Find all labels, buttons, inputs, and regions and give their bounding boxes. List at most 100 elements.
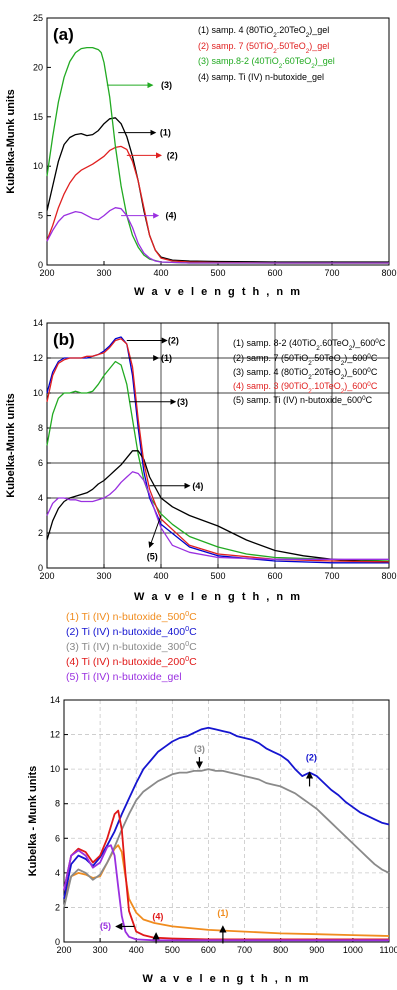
series-line-5: [63, 844, 389, 942]
y-tick-label: 12: [50, 730, 60, 740]
annotation-label-2: (2): [168, 336, 179, 346]
x-tick-label: 500: [210, 571, 225, 581]
panel-label: (a): [53, 25, 74, 44]
x-axis-label: W a v e l e n g t h , n m: [134, 591, 302, 603]
x-tick-label: 1000: [343, 945, 363, 955]
annotation-label-2: (2): [167, 150, 178, 160]
y-tick-label: 0: [55, 937, 60, 947]
annotation-arrow: [148, 515, 162, 548]
legend-entry-3: (3) samp.8-2 (40TiO2.60TeO2)_gel: [198, 56, 335, 70]
plot-frame: [63, 699, 390, 943]
annotation-label-2: (2): [306, 753, 317, 763]
y-tick-label: 25: [33, 13, 43, 23]
legend-entry-3: (3) Ti (IV) n-butoxide_3000C: [66, 639, 197, 654]
legend-entry-2: (2) samp. 7 (50TiO2.50TeO2)_gel: [198, 41, 329, 55]
y-tick-label: 12: [33, 353, 43, 363]
series-line-1: [46, 117, 389, 263]
x-tick-label: 200: [39, 571, 54, 581]
annotation-label-5: (5): [100, 921, 111, 931]
x-tick-label: 600: [267, 571, 282, 581]
x-tick-label: 800: [273, 945, 288, 955]
y-tick-label: 6: [55, 833, 60, 843]
series-line-4: [63, 809, 389, 941]
chart-panel-3: 200 300 400 500 600 700 800 900 1000 1100 0 2 4 6 8 10 1…: [27, 695, 397, 985]
legend-entry-2: (2) Ti (IV) n-butoxide_4000C: [66, 624, 197, 639]
panel-label: (b): [53, 330, 75, 349]
annotation-label-3: (3): [161, 80, 172, 90]
legend-entry-3: (3) samp. 4 (80TiO2.20TeO2)_6000C: [233, 367, 378, 381]
series-line-3: [46, 450, 390, 563]
y-tick-label: 8: [55, 799, 60, 809]
series-line-2: [63, 726, 390, 899]
annotation-label-1: (1): [217, 908, 228, 918]
x-tick-label: 600: [201, 945, 216, 955]
x-tick-label: 200: [39, 268, 54, 278]
x-axis-label: W a v e l e n g t h , n m: [143, 973, 311, 985]
x-tick-label: 300: [93, 945, 108, 955]
x-tick-label: 300: [96, 268, 111, 278]
y-tick-label: 14: [50, 695, 60, 705]
series-line-4: [46, 207, 389, 264]
x-tick-label: 400: [129, 945, 144, 955]
legend-entry-5: (5) Ti (IV) n-butoxide_gel: [66, 671, 182, 683]
legend-entry-1: (1) Ti (IV) n-butoxide_5000C: [66, 609, 197, 624]
x-tick-label: 600: [267, 268, 282, 278]
y-tick-label: 15: [33, 112, 43, 122]
annotation-label-5: (5): [147, 551, 158, 561]
series-line-2: [46, 145, 389, 264]
y-axis-label: Kubelka-Munk units: [5, 89, 17, 194]
x-tick-label: 700: [237, 945, 252, 955]
legend-entry-1: (1) samp. 8-2 (40TiO2.60TeO2)_6000C: [233, 338, 386, 352]
x-tick-label: 800: [381, 268, 396, 278]
legend-entry-1: (1) samp. 4 (80TiO2.20TeO2)_gel: [198, 25, 329, 39]
x-tick-label: 200: [56, 945, 71, 955]
chart-panel-1: 200 300 400 500 600 700 800 0 5 10 15 20 25 W a v e l…: [5, 13, 397, 298]
annotation-label-4: (4): [166, 211, 177, 221]
x-tick-label: 800: [381, 571, 396, 581]
x-tick-label: 1100: [379, 945, 397, 955]
series-line-4: [46, 338, 390, 563]
y-tick-label: 10: [50, 764, 60, 774]
y-tick-label: 2: [55, 902, 60, 912]
y-tick-label: 8: [38, 423, 43, 433]
y-axis-label: Kubelka-Munk units: [5, 393, 17, 498]
y-tick-label: 0: [38, 563, 43, 573]
y-tick-label: 2: [38, 528, 43, 538]
series-line-3: [63, 768, 390, 908]
x-tick-label: 500: [165, 945, 180, 955]
y-tick-label: 10: [33, 388, 43, 398]
y-tick-label: 10: [33, 161, 43, 171]
annotation-label-1: (1): [161, 353, 172, 363]
x-tick-label: 900: [309, 945, 324, 955]
annotation-label-4: (4): [152, 912, 163, 922]
annotation-label-3: (3): [177, 397, 188, 407]
x-tick-label: 700: [324, 571, 339, 581]
legend-entry-5: (5) samp. Ti (IV) n-butoxide_6000C: [233, 395, 373, 406]
y-tick-label: 14: [33, 318, 43, 328]
legend-entry-4: (4) Ti (IV) n-butoxide_2000C: [66, 654, 197, 669]
y-tick-label: 4: [38, 493, 43, 503]
x-tick-label: 400: [153, 571, 168, 581]
y-tick-label: 0: [38, 260, 43, 270]
series-line-1: [46, 360, 390, 562]
annotation-label-4: (4): [192, 481, 203, 491]
annotation-label-3: (3): [194, 744, 205, 754]
legend-entry-2: (2) samp. 7 (50TiO2.50TeO2)_6000C: [233, 353, 378, 367]
x-tick-label: 400: [153, 268, 168, 278]
x-tick-label: 700: [324, 268, 339, 278]
x-tick-label: 500: [210, 268, 225, 278]
chart-panel-2: 200 300 400 500 600 700 800 0 2 4 6 8 10 12 14 W a v e …: [5, 318, 397, 603]
x-axis-label: W a v e l e n g t h , n m: [134, 286, 302, 298]
legend-entry-4: (4) samp. 3 (90TiO2.10TeO2)_6000C: [233, 381, 378, 395]
annotation-label-1: (1): [160, 128, 171, 138]
y-tick-label: 20: [33, 62, 43, 72]
series-line-1: [63, 844, 390, 937]
y-tick-label: 4: [55, 868, 60, 878]
legend-entry-4: (4) samp. Ti (IV) n-butoxide_gel: [198, 72, 324, 82]
series-line-5: [46, 471, 389, 560]
y-axis-label: Kubelka - Munk units: [27, 766, 39, 877]
y-tick-label: 6: [38, 458, 43, 468]
y-tick-label: 5: [38, 211, 43, 221]
x-tick-label: 300: [96, 571, 111, 581]
